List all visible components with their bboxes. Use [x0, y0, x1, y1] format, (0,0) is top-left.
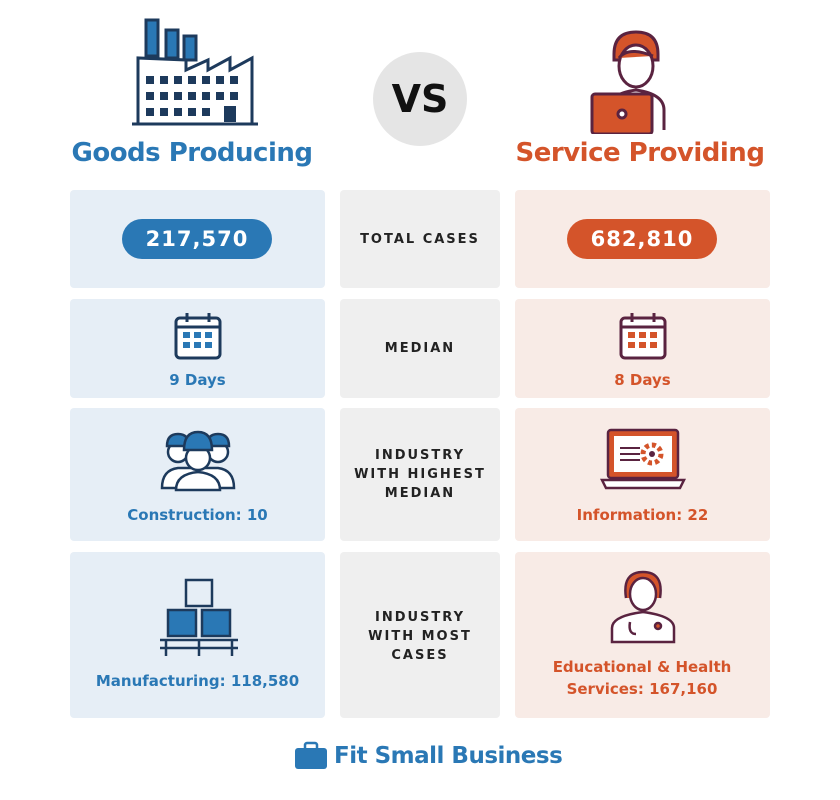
left-cell: Construction: 10: [70, 408, 325, 541]
right-cell: 8 Days: [515, 299, 770, 398]
laptop-gear-icon: [600, 428, 686, 490]
right-value: Educational & Health Services: 167,160: [552, 658, 732, 698]
middle-cell: INDUSTRY WITH MOST CASES: [340, 552, 500, 718]
left-cell: 9 Days: [70, 299, 325, 398]
boxes-icon: [160, 578, 238, 656]
row-label: MEDIAN: [384, 341, 456, 356]
left-value: 9 Days: [169, 371, 226, 389]
calendar-icon: [619, 313, 667, 360]
left-title: Goods Producing: [71, 138, 313, 168]
right-total-pill: 682,810: [567, 219, 717, 259]
row-label: INDUSTRY WITH HIGHEST MEDIAN: [354, 448, 486, 501]
workers-icon: [160, 430, 236, 492]
row-label: TOTAL CASES: [360, 231, 480, 247]
right-value: 8 Days: [614, 371, 671, 389]
right-cell: Information: 22: [515, 408, 770, 541]
right-title: Service Providing: [515, 138, 765, 168]
left-cell: 217,570: [70, 190, 325, 288]
brand-name: Fit Small Business: [334, 743, 563, 769]
vs-badge: VS: [373, 52, 467, 146]
right-value: Information: 22: [576, 506, 709, 524]
left-value: Manufacturing: 118,580: [95, 672, 300, 690]
left-cell: Manufacturing: 118,580: [70, 552, 325, 718]
middle-cell: MEDIAN: [340, 299, 500, 398]
left-total-pill: 217,570: [122, 219, 272, 259]
right-cell: Educational & Health Services: 167,160: [515, 552, 770, 718]
row-label: INDUSTRY WITH MOST CASES: [368, 610, 472, 663]
factory-icon: [132, 18, 258, 126]
service-worker-icon: [590, 30, 666, 134]
middle-cell: INDUSTRY WITH HIGHEST MEDIAN: [340, 408, 500, 541]
calendar-icon: [174, 313, 222, 360]
briefcase-logo: [295, 741, 327, 769]
left-value: Construction: 10: [127, 506, 268, 524]
middle-cell: TOTAL CASES: [340, 190, 500, 288]
nurse-icon: [610, 570, 676, 644]
right-cell: 682,810: [515, 190, 770, 288]
